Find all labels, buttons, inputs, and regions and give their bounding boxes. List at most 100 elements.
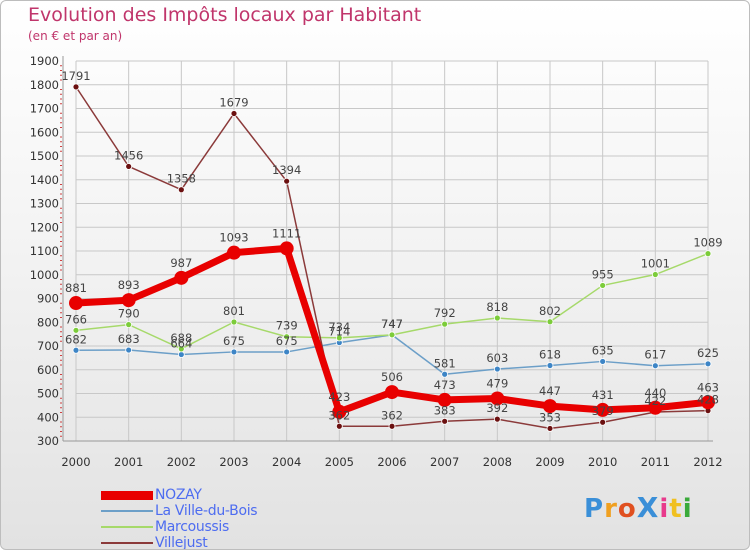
y-minor-tick [60, 331, 62, 333]
data-label-0: 447 [539, 384, 561, 398]
data-label-3: 353 [539, 410, 561, 424]
y-minor-tick [60, 184, 62, 185]
series-point-2 [599, 282, 607, 289]
logo-letter: o [617, 494, 637, 524]
y-tick-label: 1600 [30, 125, 59, 139]
data-label-3: 362 [328, 408, 350, 422]
data-label-0: 431 [592, 388, 614, 402]
data-label-3: 422 [644, 394, 666, 408]
y-minor-tick [60, 98, 62, 100]
series-point-1 [599, 358, 607, 365]
data-label-3: 1679 [219, 95, 248, 109]
data-label-1: 675 [276, 334, 298, 348]
y-tick-label: 1400 [30, 173, 59, 187]
y-minor-tick [60, 426, 62, 428]
data-label-1: 714 [328, 325, 350, 339]
y-tick-label: 700 [37, 339, 59, 353]
y-minor-tick [60, 355, 62, 356]
series-point-0 [543, 399, 557, 414]
y-tick-label: 1900 [30, 54, 59, 68]
y-minor-tick [60, 269, 62, 271]
y-minor-tick [60, 312, 62, 314]
data-label-2: 790 [118, 307, 140, 321]
y-tick-label: 1300 [30, 197, 59, 211]
series-point-1 [177, 351, 185, 358]
series-point-0 [174, 270, 189, 285]
x-tick-label: 2011 [641, 455, 670, 469]
y-tick-label: 1700 [30, 102, 59, 116]
x-tick-label: 2002 [167, 455, 196, 469]
y-minor-tick [60, 117, 62, 119]
data-label-1: 683 [118, 332, 140, 346]
y-minor-tick [60, 165, 62, 166]
data-label-2: 801 [223, 304, 245, 318]
legend-label: NOZAY [155, 487, 202, 503]
proxiti-logo: ProXiti [584, 491, 693, 524]
y-minor-tick [60, 288, 62, 290]
y-minor-tick [60, 307, 62, 309]
data-label-3: 1456 [114, 148, 143, 162]
series-point-2 [177, 345, 185, 353]
data-label-1: 617 [644, 348, 666, 362]
y-minor-tick [60, 150, 62, 152]
data-label-0: 893 [118, 278, 140, 292]
y-minor-tick [60, 359, 62, 361]
legend-swatch [101, 490, 153, 500]
logo-letter: i [682, 494, 693, 524]
y-minor-tick [60, 65, 62, 67]
series-point-0 [437, 392, 452, 407]
y-minor-tick [60, 283, 62, 285]
y-minor-tick [60, 127, 62, 128]
data-label-2: 739 [276, 319, 298, 333]
series-point-1 [493, 365, 501, 373]
y-minor-tick [60, 103, 62, 105]
y-minor-tick [60, 160, 62, 162]
data-label-1: 682 [65, 332, 87, 346]
y-minor-tick [60, 378, 62, 380]
series-point-1 [283, 348, 291, 356]
data-label-3: 383 [434, 403, 456, 417]
y-minor-tick [60, 412, 62, 413]
legend-swatch [101, 510, 153, 512]
y-minor-tick [60, 112, 62, 114]
y-minor-tick [60, 236, 62, 238]
y-minor-tick [60, 79, 62, 81]
x-tick-label: 2005 [325, 455, 354, 469]
y-minor-tick [60, 198, 62, 200]
y-minor-tick [60, 397, 62, 399]
series-point-2 [651, 271, 659, 278]
legend-label: Villejust [155, 535, 208, 550]
x-tick-label: 2010 [588, 455, 617, 469]
y-minor-tick [60, 293, 62, 295]
data-label-1: 675 [223, 334, 245, 348]
logo-letter: t [669, 494, 683, 524]
data-label-3: 379 [592, 404, 614, 418]
y-tick-label: 300 [37, 434, 59, 448]
data-label-0: 506 [381, 370, 403, 384]
series-point-3 [283, 177, 291, 185]
data-label-3: 1394 [272, 163, 301, 177]
x-tick-label: 2004 [272, 455, 301, 469]
y-minor-tick [60, 222, 62, 223]
y-minor-tick [60, 435, 62, 437]
y-minor-tick [60, 317, 62, 318]
series-point-0 [279, 241, 294, 256]
data-label-0: 1093 [219, 231, 248, 245]
x-tick-label: 2009 [535, 455, 564, 469]
y-tick-label: 1800 [30, 78, 59, 92]
chart-title: Evolution des Impôts locaux par Habitant [28, 4, 422, 26]
y-minor-tick [60, 431, 62, 432]
y-minor-tick [60, 217, 62, 219]
logo-letter: r [604, 494, 618, 524]
data-label-1: 635 [592, 343, 614, 357]
series-point-2 [125, 321, 133, 329]
data-label-2: 1089 [693, 236, 722, 250]
data-label-2: 734 [328, 320, 350, 334]
data-label-2: 955 [592, 267, 614, 281]
series-point-3 [177, 186, 185, 194]
data-label-1: 664 [170, 337, 192, 351]
data-label-0: 440 [644, 386, 666, 400]
data-label-3: 362 [381, 408, 403, 422]
legend-swatch [101, 526, 153, 528]
